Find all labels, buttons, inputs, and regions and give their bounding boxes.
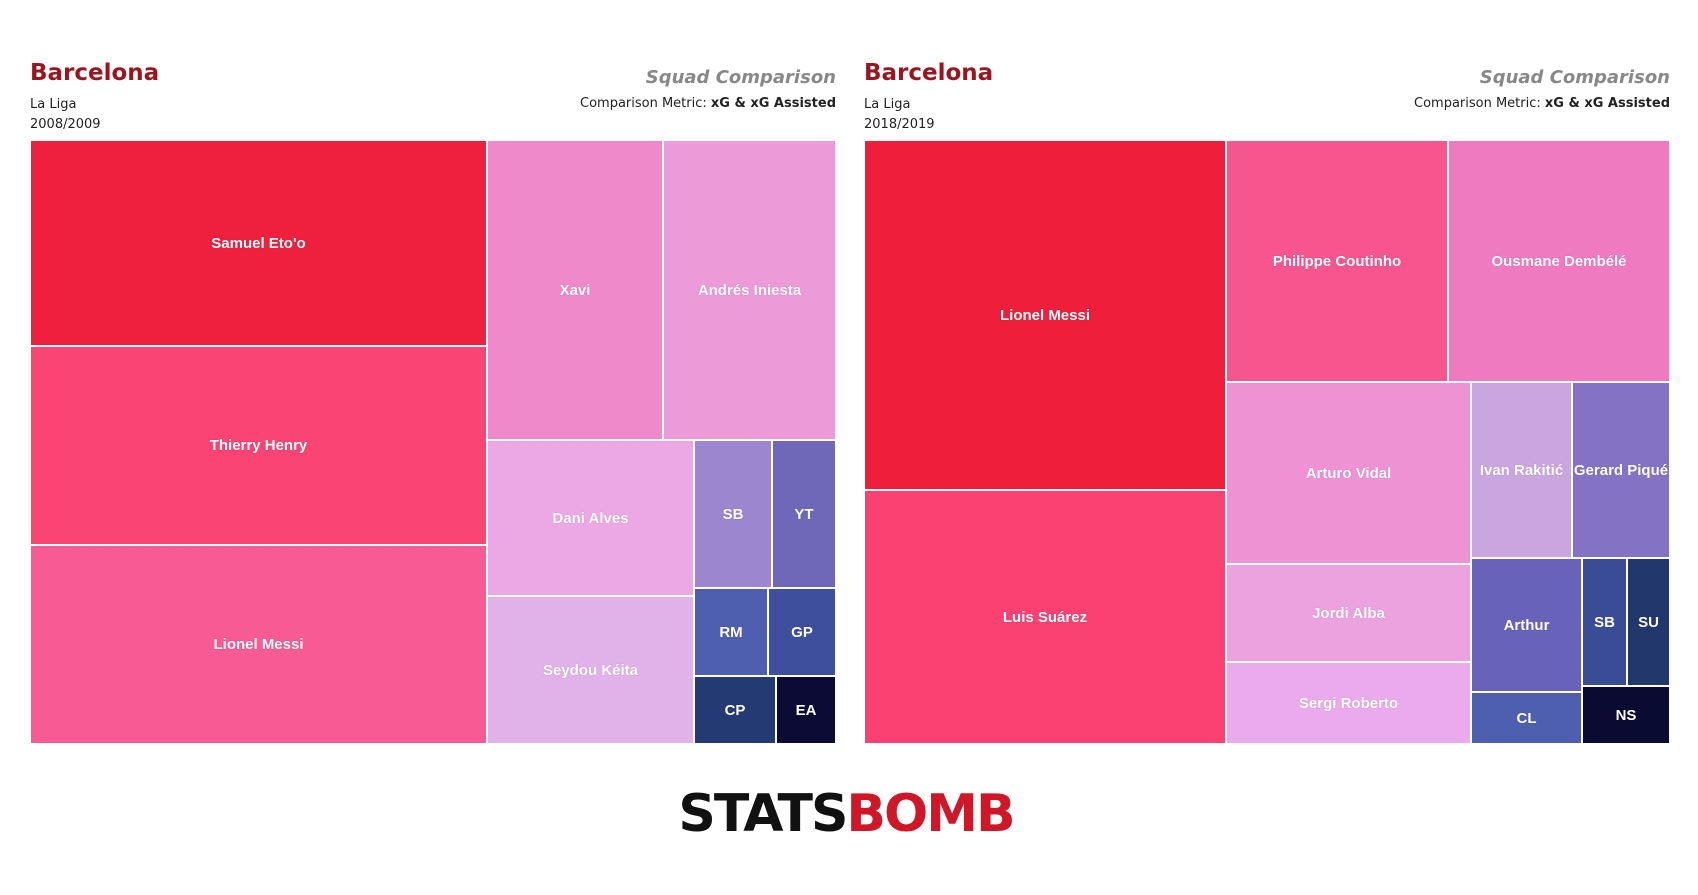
panel-2018-2019: Barcelona La Liga 2018/2019 Squad Compar… [864, 0, 1670, 760]
treemap-tile-label: Dani Alves [552, 509, 629, 527]
logo-bomb-text: BOMB [846, 784, 1015, 844]
treemap-tile-ousmane-dembele: Ousmane Dembélé [1448, 140, 1670, 382]
treemap-tile-samuel-eto-o: Samuel Eto'o [30, 140, 487, 346]
treemap-tile-label: Andrés Iniesta [697, 281, 802, 299]
treemap-tile-label: SB [722, 505, 744, 523]
team-title: Barcelona [864, 60, 994, 86]
metric-value: xG & xG Assisted [710, 96, 836, 111]
treemap-tile-label: NS [1615, 706, 1637, 724]
treemap-tile-label: CL [1516, 709, 1537, 727]
season-label: 2018/2019 [864, 117, 935, 132]
treemap-tile-seydou-keita: Seydou Kéita [487, 596, 694, 744]
treemap-tile-label: Samuel Eto'o [211, 234, 306, 252]
statsbomb-logo: STATS BOMB [646, 782, 1046, 846]
treemap-tile-label: YT [794, 505, 814, 523]
treemap-tile-label: EA [795, 701, 817, 719]
treemap-tile-label: Sergi Roberto [1298, 694, 1399, 712]
treemap-tile-lionel-messi: Lionel Messi [864, 140, 1226, 490]
treemap-tile-sb: SB [1582, 558, 1627, 686]
metric-label: Comparison Metric: [1414, 96, 1545, 111]
treemap-tile-gerard-pique: Gerard Piqué [1572, 382, 1670, 558]
treemap-tile-ivan-rakitic: Ivan Rakitić [1471, 382, 1572, 558]
treemap-tile-gp: GP [768, 588, 836, 676]
treemap-tile-sergi-roberto: Sergi Roberto [1226, 662, 1471, 744]
treemap-tile-jordi-alba: Jordi Alba [1226, 564, 1471, 662]
treemap-tile-ea: EA [776, 676, 836, 744]
treemap-tile-label: SU [1638, 613, 1659, 631]
treemap-tile-label: Philippe Coutinho [1272, 252, 1402, 270]
treemap-tile-cp: CP [694, 676, 776, 744]
treemap-tile-label: Arturo Vidal [1305, 464, 1392, 482]
treemap-tile-label: CP [724, 701, 746, 719]
treemap-tile-thierry-henry: Thierry Henry [30, 346, 487, 545]
metric-value: xG & xG Assisted [1544, 96, 1670, 111]
treemap-tile-lionel-messi: Lionel Messi [30, 545, 487, 744]
treemap-tile-arturo-vidal: Arturo Vidal [1226, 382, 1471, 564]
treemap-tile-xavi: Xavi [487, 140, 663, 440]
treemap-tile-label: Arthur [1503, 616, 1550, 634]
treemap-tile-label: Seydou Kéita [542, 661, 639, 679]
treemap-tile-label: Gerard Piqué [1573, 461, 1669, 479]
treemap-tile-ns: NS [1582, 686, 1670, 744]
treemap-tile-label: Luis Suárez [1002, 608, 1088, 626]
logo-stats-text: STATS [678, 784, 848, 844]
treemap-tile-label: GP [791, 623, 813, 641]
treemap-tile-label: Thierry Henry [209, 437, 308, 454]
treemap-tile-label: Lionel Messi [213, 636, 304, 653]
treemap-tile-philippe-coutinho: Philippe Coutinho [1226, 140, 1448, 382]
treemap-tile-label: Ousmane Dembélé [1491, 252, 1627, 270]
treemap-tile-label: SB [1594, 613, 1615, 631]
chart-subtitle: Squad Comparison [645, 67, 836, 88]
treemap-tile-cl: CL [1471, 692, 1582, 744]
treemap-2018-2019: Lionel Messi Luis Suárez Philippe Coutinho… [864, 140, 1670, 744]
metric-line: Comparison Metric: xG & xG Assisted [580, 96, 836, 111]
treemap-tile-su: SU [1627, 558, 1670, 686]
metric-line: Comparison Metric: xG & xG Assisted [1414, 96, 1670, 111]
treemap-tile-label: Ivan Rakitić [1479, 461, 1564, 479]
chart-subtitle: Squad Comparison [1479, 67, 1670, 88]
treemap-tile-label: Jordi Alba [1312, 604, 1385, 622]
treemap-tile-luis-suarez: Luis Suárez [864, 490, 1226, 744]
treemap-tile-label: RM [719, 623, 743, 641]
league-label: La Liga [864, 97, 911, 112]
treemap-tile-label: Lionel Messi [999, 306, 1091, 324]
treemap-2008-2009: Samuel Eto'o Thierry Henry Lionel Messi Xav… [30, 140, 836, 744]
league-label: La Liga [30, 97, 77, 112]
metric-label: Comparison Metric: [580, 96, 711, 111]
team-title: Barcelona [30, 60, 160, 86]
treemap-tile-rm: RM [694, 588, 768, 676]
treemap-tile-sb: SB [694, 440, 772, 588]
treemap-tile-andres-iniesta: Andrés Iniesta [663, 140, 836, 440]
treemap-tile-dani-alves: Dani Alves [487, 440, 694, 596]
treemap-tile-arthur: Arthur [1471, 558, 1582, 692]
season-label: 2008/2009 [30, 117, 101, 132]
treemap-tile-yt: YT [772, 440, 836, 588]
treemap-tile-label: Xavi [559, 281, 591, 299]
panel-2008-2009: Barcelona La Liga 2008/2009 Squad Compar… [30, 0, 836, 760]
